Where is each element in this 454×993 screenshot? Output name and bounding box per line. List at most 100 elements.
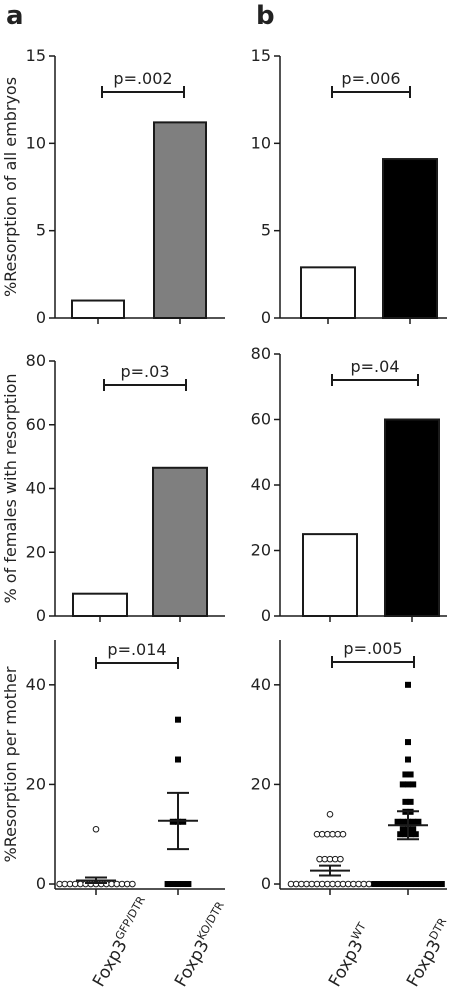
y-tick-label: 0 [36, 606, 46, 625]
data-point [405, 739, 411, 746]
xlabel-foxp3-ko-dtr: Foxp3KO/DTR [169, 899, 234, 990]
y-tick-label: 20 [251, 541, 271, 560]
y-tick-label: 40 [251, 475, 271, 494]
data-point [371, 881, 378, 888]
data-point [175, 881, 181, 888]
data-point [412, 831, 419, 838]
data-point [412, 881, 419, 888]
bar [153, 121, 207, 319]
data-point [365, 880, 373, 888]
bar [152, 466, 208, 617]
bar [302, 533, 358, 617]
data-point [433, 881, 440, 888]
y-tick-label: 10 [251, 133, 271, 152]
data-point [392, 881, 398, 888]
data-point [399, 781, 406, 788]
y-tick-label: 20 [26, 542, 46, 561]
data-point [402, 771, 409, 778]
data-point [410, 781, 417, 788]
data-point [376, 881, 383, 888]
data-point [402, 798, 409, 805]
pvalue-label: p=.006 [341, 69, 400, 88]
data-point [405, 756, 411, 763]
data-point [399, 826, 406, 833]
data-point [407, 798, 414, 805]
data-point [92, 825, 100, 833]
data-point [339, 830, 347, 838]
bar [382, 158, 438, 319]
data-point [407, 771, 414, 778]
y-tick-label: 40 [251, 675, 271, 694]
y-tick-label: 5 [36, 221, 46, 240]
x-axis-labels: Foxp3GFP/DTR Foxp3KO/DTR Foxp3WT Foxp3DT… [87, 894, 454, 991]
y-tick-label: 0 [261, 308, 271, 327]
data-point [397, 831, 404, 838]
pvalue-label: p=.04 [350, 357, 399, 376]
data-point [438, 881, 445, 888]
y-tick-label: 0 [261, 606, 271, 625]
y-axis-label: %Resorption per mother [1, 666, 20, 862]
data-point [399, 818, 406, 825]
y-tick-label: 5 [261, 221, 271, 240]
data-point [410, 818, 417, 825]
data-point [415, 818, 422, 825]
xlabel-foxp3-wt: Foxp3WT [323, 920, 376, 990]
data-point [175, 756, 181, 763]
y-tick-label: 0 [36, 874, 46, 893]
data-point [410, 826, 417, 833]
xlabel-foxp3-gfp-dtr: Foxp3GFP/DTR [87, 894, 156, 991]
bar [72, 592, 128, 617]
y-tick-label: 60 [26, 415, 46, 434]
y-tick-label: 10 [26, 133, 46, 152]
data-point [418, 881, 424, 888]
chart-b1: 0 5 10 15 p=.006 [251, 46, 447, 327]
data-point [180, 881, 187, 888]
data-point [407, 831, 414, 838]
data-point [402, 881, 409, 888]
data-point [337, 855, 344, 863]
y-tick-label: 20 [26, 774, 46, 793]
data-point [428, 881, 435, 888]
data-point [175, 716, 181, 723]
data-point [405, 681, 411, 688]
y-tick-label: 40 [26, 675, 46, 694]
xlabel-foxp3-dtr: Foxp3DTR [401, 915, 454, 990]
data-point [386, 881, 393, 888]
pvalue-label: p=.03 [120, 362, 169, 381]
y-tick-label: 15 [251, 46, 271, 65]
data-point [407, 881, 414, 888]
y-axis-label: % of females with resorption [1, 374, 20, 604]
panel-letter-a: a [6, 1, 24, 31]
y-tick-label: 80 [251, 344, 271, 363]
data-point [402, 831, 409, 838]
data-point [169, 881, 176, 888]
data-point [326, 811, 334, 818]
y-tick-label: 20 [251, 774, 271, 793]
y-tick-label: 0 [36, 308, 46, 327]
data-point [405, 781, 411, 788]
bar [300, 266, 356, 320]
data-point [164, 881, 171, 888]
data-point [394, 818, 401, 825]
y-tick-label: 0 [261, 874, 271, 893]
chart-a3: 0 20 40 %Resorption per mother p=.014 [1, 640, 225, 895]
data-point [185, 881, 192, 888]
chart-a2: 0 20 40 60 80 % of females with resorption p=.… [1, 351, 225, 625]
chart-b3: 0 20 40 p=.005 [251, 639, 447, 895]
data-point [129, 880, 136, 888]
data-point [381, 881, 388, 888]
y-tick-label: 80 [26, 351, 46, 370]
y-tick-label: 40 [26, 479, 46, 498]
pvalue-label: p=.002 [113, 69, 172, 88]
bar [71, 299, 125, 319]
pvalue-label: p=.014 [107, 640, 166, 659]
pvalue-label: p=.005 [343, 639, 402, 658]
bar [384, 418, 440, 617]
panel-letter-b: b [256, 1, 275, 31]
data-point [423, 881, 430, 888]
y-axis-label: %Resorption of all embryos [1, 77, 20, 297]
chart-a1: 0 5 10 15 %Resorption of all embryos p=.002 [1, 46, 225, 327]
y-tick-label: 60 [251, 410, 271, 429]
data-point [397, 881, 404, 888]
